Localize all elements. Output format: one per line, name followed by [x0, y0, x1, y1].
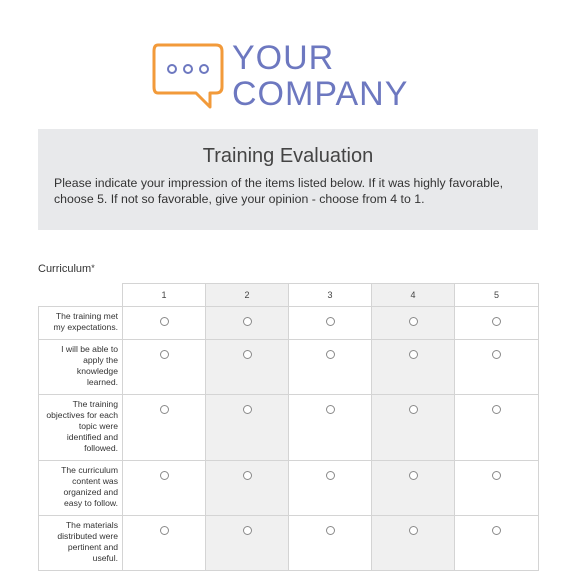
matrix-row: I will be able to apply the knowledge le… — [38, 339, 539, 395]
row-label: The materials distributed were pertinent… — [38, 515, 123, 571]
option-cell — [288, 306, 372, 340]
radio-option[interactable] — [408, 317, 418, 326]
rating-matrix: 1 2 3 4 5 The training met my expectatio… — [38, 283, 539, 571]
column-header: 5 — [454, 283, 539, 307]
row-label: The training met my expectations. — [38, 306, 123, 340]
option-cell — [205, 339, 289, 395]
option-cell — [371, 515, 455, 571]
option-cell — [122, 460, 206, 516]
radio-option[interactable] — [242, 405, 252, 414]
option-cell — [454, 515, 539, 571]
option-cell — [371, 460, 455, 516]
logo-text: YOUR COMPANY — [232, 40, 408, 112]
column-header: 3 — [288, 283, 372, 307]
radio-option[interactable] — [408, 350, 418, 359]
form-title: Training Evaluation — [202, 145, 374, 167]
matrix-corner — [38, 283, 123, 307]
radio-option[interactable] — [325, 350, 335, 359]
radio-option[interactable] — [325, 471, 335, 480]
option-cell — [454, 306, 539, 340]
radio-option[interactable] — [242, 350, 252, 359]
radio-option[interactable] — [492, 471, 501, 480]
matrix-row: The materials distributed were pertinent… — [38, 515, 539, 571]
option-cell — [122, 515, 206, 571]
question-label-text: Curriculum — [38, 263, 92, 275]
radio-option[interactable] — [242, 317, 252, 326]
column-header: 2 — [205, 283, 289, 307]
matrix-row: The curriculum content was organized and… — [38, 460, 539, 516]
option-cell — [454, 460, 539, 516]
option-cell — [371, 306, 455, 340]
radio-option[interactable] — [408, 471, 418, 480]
option-cell — [205, 306, 289, 340]
radio-option[interactable] — [159, 405, 169, 414]
option-cell — [288, 339, 372, 395]
question-label: Curriculum* — [38, 263, 95, 275]
option-cell — [205, 394, 289, 461]
option-cell — [288, 460, 372, 516]
option-cell — [454, 339, 539, 395]
column-header: 4 — [371, 283, 455, 307]
option-cell — [122, 394, 206, 461]
option-cell — [122, 339, 206, 395]
matrix-row: The training objectives for each topic w… — [38, 394, 539, 461]
radio-option[interactable] — [408, 405, 418, 414]
logo-text-line1: YOUR — [232, 39, 335, 77]
radio-option[interactable] — [159, 350, 169, 359]
option-cell — [205, 460, 289, 516]
option-cell — [371, 394, 455, 461]
radio-option[interactable] — [492, 317, 501, 326]
matrix-header-row: 1 2 3 4 5 — [38, 283, 539, 307]
radio-option[interactable] — [325, 526, 335, 535]
form-header: Training Evaluation Please indicate your… — [38, 129, 538, 230]
radio-option[interactable] — [159, 317, 169, 326]
row-label: I will be able to apply the knowledge le… — [38, 339, 123, 395]
radio-option[interactable] — [492, 526, 501, 535]
option-cell — [205, 515, 289, 571]
radio-option[interactable] — [325, 405, 335, 414]
row-label: The curriculum content was organized and… — [38, 460, 123, 516]
chat-bubble-icon — [152, 43, 224, 109]
required-mark: * — [91, 263, 95, 273]
column-header: 1 — [122, 283, 206, 307]
form-description: Please indicate your impression of the i… — [54, 176, 504, 206]
radio-option[interactable] — [325, 317, 335, 326]
matrix-row: The training met my expectations. — [38, 306, 539, 340]
option-cell — [371, 339, 455, 395]
option-cell — [454, 394, 539, 461]
radio-option[interactable] — [242, 471, 252, 480]
logo-text-line2: COMPANY — [232, 75, 409, 113]
radio-option[interactable] — [242, 526, 252, 535]
radio-option[interactable] — [492, 350, 501, 359]
radio-option[interactable] — [492, 405, 501, 414]
radio-option[interactable] — [159, 471, 169, 480]
radio-option[interactable] — [159, 526, 169, 535]
row-label: The training objectives for each topic w… — [38, 394, 123, 461]
company-logo: YOUR COMPANY — [152, 40, 432, 120]
option-cell — [288, 394, 372, 461]
option-cell — [288, 515, 372, 571]
radio-option[interactable] — [408, 526, 418, 535]
option-cell — [122, 306, 206, 340]
